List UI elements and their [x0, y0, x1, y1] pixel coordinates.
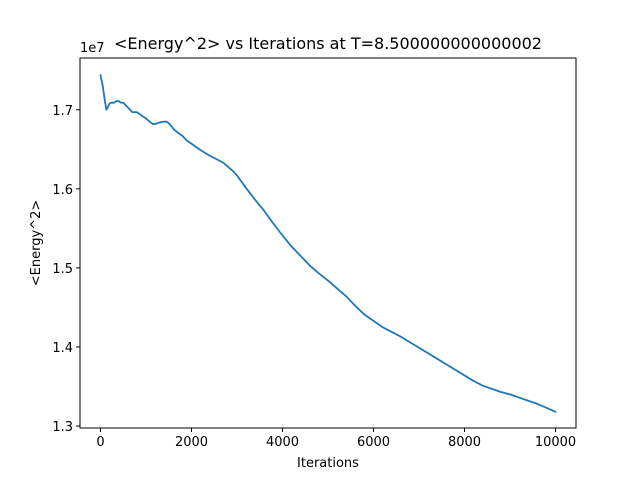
- y-tick-label: 1.6: [52, 183, 73, 198]
- y-offset-label: 1e7: [80, 41, 105, 56]
- x-axis-label: Iterations: [297, 456, 359, 471]
- series-layer: [99, 74, 557, 413]
- plot-frame: [79, 57, 577, 429]
- y-axis-label: <Energy^2>: [29, 200, 44, 286]
- y-tick-label: 1.4: [52, 341, 73, 356]
- y-tick-label: 1.5: [52, 262, 73, 277]
- x-tick-label: 8000: [448, 435, 481, 450]
- series-line-0: [99, 74, 557, 413]
- x-tick-label: 4000: [266, 435, 299, 450]
- y-tick-label: 1.3: [52, 420, 73, 435]
- x-tick-label: 10000: [535, 435, 576, 450]
- x-tick-label: 0: [96, 435, 104, 450]
- x-tick-label: 2000: [175, 435, 208, 450]
- y-axis: 1.3 1.4 1.5 1.6 1.7: [52, 104, 80, 435]
- chart-title: <Energy^2> vs Iterations at T=8.50000000…: [114, 34, 542, 53]
- x-axis: 0 2000 4000 6000 8000 10000: [96, 428, 576, 450]
- y-tick-label: 1.7: [52, 104, 73, 119]
- x-tick-label: 6000: [357, 435, 390, 450]
